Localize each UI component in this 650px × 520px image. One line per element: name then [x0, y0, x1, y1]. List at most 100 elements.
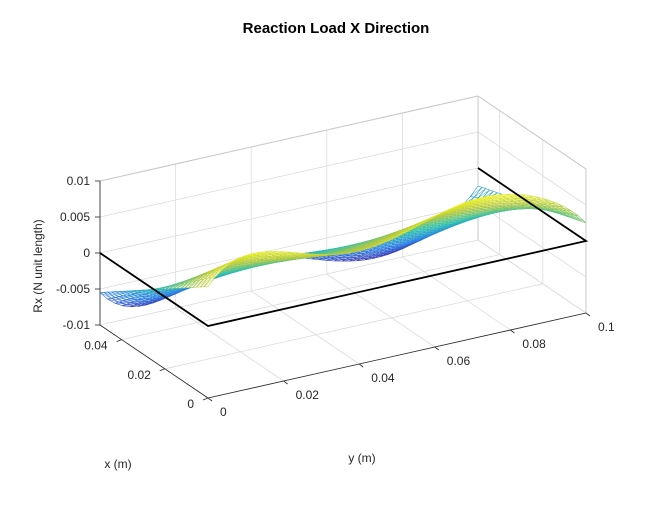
y-tick-label: 0.02	[296, 388, 320, 402]
surface-diagonal	[544, 200, 556, 204]
surface-diagonal	[494, 199, 507, 203]
x-tick-mark	[202, 397, 209, 401]
surface-diagonal	[377, 240, 390, 245]
surface-diagonal	[192, 278, 205, 288]
grid-line	[99, 239, 479, 326]
surface-diagonal	[563, 209, 575, 216]
y-tick-label: 0	[220, 405, 227, 419]
grid-line	[326, 273, 436, 348]
surface-diagonal	[491, 194, 503, 198]
surface-diagonal	[103, 292, 116, 298]
surface-diagonal	[532, 200, 545, 202]
surface-diagonal	[330, 257, 343, 260]
grid-line	[164, 283, 543, 370]
surface-diagonal	[547, 203, 560, 207]
surface-diagonal	[196, 278, 208, 288]
surface-diagonal	[476, 196, 488, 201]
surface-diagonal	[122, 304, 135, 307]
axis-box-edge	[477, 95, 587, 170]
surface-diagonal	[126, 303, 138, 305]
surface-diagonal	[264, 254, 276, 257]
surface-diagonal	[349, 258, 361, 262]
grid-line	[250, 290, 360, 365]
axis-line	[207, 312, 587, 399]
x-tick-label: 0.02	[127, 368, 151, 382]
surface-mesh	[99, 185, 587, 308]
grid-line	[99, 203, 479, 290]
surface-diagonal	[506, 201, 518, 204]
surface-diagonal	[544, 204, 556, 207]
y-tick-mark	[510, 329, 515, 334]
surface-diagonal	[555, 206, 568, 211]
x-tick-mark	[116, 339, 122, 342]
surface-diagonal	[184, 280, 197, 288]
surface-diagonal	[566, 210, 579, 217]
z-tick-label: 0.01	[67, 174, 91, 188]
surface-diagonal	[211, 268, 224, 278]
surface-diagonal	[536, 198, 549, 201]
z-tick-label: 0	[83, 246, 90, 260]
y-tick-mark	[283, 380, 288, 385]
surface-diagonal	[249, 251, 261, 256]
surface-diagonal	[574, 215, 587, 224]
surface-diagonal	[188, 279, 201, 288]
chart-title: Reaction Load X Direction	[243, 20, 430, 37]
surface-diagonal	[498, 197, 511, 201]
surface-diagonal	[502, 199, 514, 202]
surface-diagonal	[219, 262, 231, 271]
surface-diagonal	[207, 269, 220, 279]
axis-box-edge	[99, 95, 479, 182]
surface-diagonal	[474, 188, 486, 198]
surface-diagonal	[536, 202, 549, 205]
surface-diagonal	[551, 206, 564, 211]
surface-diagonal	[203, 276, 216, 287]
x-tick-mark	[159, 368, 165, 372]
surface-diagonal	[487, 196, 500, 200]
y-tick-label: 0.04	[371, 371, 395, 385]
surface-diagonal	[107, 291, 120, 297]
surface-diagonal	[326, 258, 339, 261]
surface-diagonal	[119, 296, 131, 299]
surface-diagonal	[111, 297, 123, 302]
axis-line	[99, 324, 209, 399]
plate-outline	[99, 167, 589, 327]
y-tick-mark	[434, 346, 440, 351]
surface-diagonal	[272, 251, 284, 254]
surface-diagonal	[478, 189, 490, 198]
surface-diagonal	[370, 243, 382, 248]
y-tick-mark	[358, 363, 364, 368]
z-tick-label: 0.005	[60, 210, 90, 224]
z-axis-label: Rx (N unit length)	[31, 219, 45, 312]
grid-line	[477, 131, 587, 206]
y-tick-mark	[207, 397, 213, 402]
z-tick-label: -0.005	[56, 282, 90, 296]
surface-diagonal	[532, 203, 545, 205]
surface-diagonal	[268, 253, 280, 255]
surface-diagonal	[513, 202, 526, 204]
surface-diagonal	[506, 198, 518, 201]
y-axis-label: y (m)	[348, 451, 375, 465]
grid-line	[99, 167, 479, 254]
surface-diagonal	[107, 298, 120, 303]
grid-line	[99, 131, 479, 218]
surface-diagonal	[540, 201, 552, 204]
surface-diagonal	[200, 277, 212, 288]
surface-diagonal	[498, 193, 511, 197]
surface-diagonal	[257, 251, 269, 255]
surface-diagonal	[180, 281, 193, 289]
surface-diagonal	[115, 303, 127, 305]
surface-diagonal	[338, 257, 350, 260]
y-tick-label: 0.1	[598, 320, 615, 334]
surface-diagonal	[126, 294, 139, 297]
surface-diagonal	[559, 206, 571, 211]
surface-diagonal	[470, 187, 483, 197]
surface-diagonal	[177, 281, 189, 289]
surface-diagonal	[385, 236, 398, 242]
surface-diagonal	[483, 194, 496, 199]
surface-diagonal	[341, 258, 354, 262]
surface-diagonal	[551, 203, 564, 207]
y-tick-label: 0.08	[522, 337, 546, 351]
surface-diagonal	[510, 200, 522, 202]
surface-diagonal	[468, 197, 481, 203]
